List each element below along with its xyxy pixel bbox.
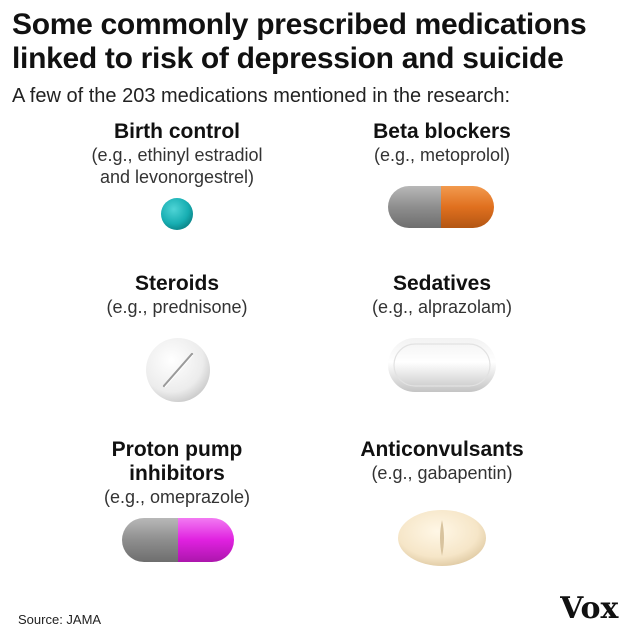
item-name: Proton pump inhibitors xyxy=(111,438,243,485)
item-example: (e.g., prednisone) xyxy=(106,297,248,317)
item-example: (e.g., metoprolol) xyxy=(373,145,511,165)
item-example: (e.g., gabapentin) xyxy=(371,463,513,483)
title-line-2: linked to risk of depression and suicide xyxy=(12,42,564,75)
item-name: Steroids xyxy=(134,272,220,295)
item-sedatives: Sedatives (e.g., alprazolam) xyxy=(302,272,582,318)
gray-orange-capsule-icon xyxy=(388,186,494,228)
item-example: (e.g., ethinyl estradiol and levonorgest… xyxy=(91,145,263,187)
source-note: Source: JAMA xyxy=(18,612,102,627)
title-line-1: Some commonly prescribed medications xyxy=(12,8,587,41)
item-birth-control: Birth control (e.g., ethinyl estradiol a… xyxy=(37,120,317,188)
item-anticonvulsants: Anticonvulsants (e.g., gabapentin) xyxy=(302,438,582,484)
item-name: Anticonvulsants xyxy=(360,438,524,461)
teal-tablet-icon xyxy=(161,198,193,230)
item-steroids: Steroids (e.g., prednisone) xyxy=(37,272,317,318)
svg-text:Vox: Vox xyxy=(560,591,620,626)
cream-oval-tablet-icon xyxy=(398,510,486,566)
item-proton-pump-inhibitors: Proton pump inhibitors (e.g., omeprazole… xyxy=(37,438,317,508)
vox-logo: Vox xyxy=(560,591,620,626)
subtitle: A few of the 203 medications mentioned i… xyxy=(12,85,511,107)
white-oval-tablet-icon xyxy=(388,338,496,392)
item-name: Sedatives xyxy=(392,272,492,295)
page-title: Some commonly prescribed medications lin… xyxy=(12,8,632,76)
item-example: (e.g., omeprazole) xyxy=(103,487,251,507)
item-beta-blockers: Beta blockers (e.g., metoprolol) xyxy=(302,120,582,166)
item-name: Beta blockers xyxy=(373,120,511,143)
item-name: Birth control xyxy=(114,120,240,143)
gray-magenta-capsule-icon xyxy=(122,518,234,562)
item-example: (e.g., alprazolam) xyxy=(371,297,513,317)
white-scored-tablet-icon xyxy=(146,338,210,402)
